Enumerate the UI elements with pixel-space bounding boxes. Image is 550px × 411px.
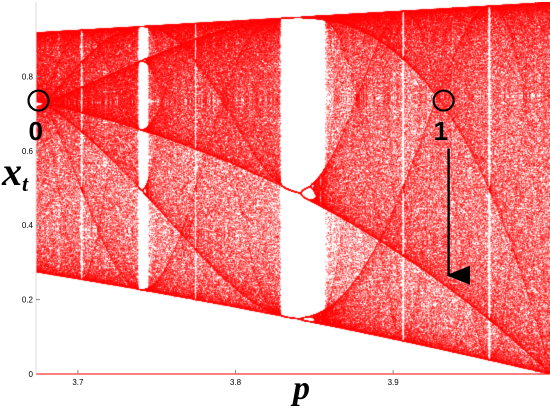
annotations	[27, 89, 471, 285]
bifurcation-points	[36, 2, 550, 374]
annotation-circle-1	[432, 89, 455, 112]
y-tick-label: 0.8	[22, 72, 34, 81]
y-axis-label: xt	[2, 149, 29, 196]
x-tick-label: 3.7	[72, 378, 84, 387]
y-tick-label: 0.6	[22, 147, 34, 156]
x-axis-label: p	[293, 370, 310, 407]
y-tick-label: 0.4	[22, 221, 34, 230]
annotation-label-0: 0	[28, 115, 43, 146]
axes: 3.7 3.8 3.9 0.2 0.4 0.6 0.8 0	[22, 2, 550, 387]
x-tick-label: 3.8	[230, 378, 242, 387]
annotation-label-1: 1	[433, 115, 449, 146]
x-tick-label: 3.9	[388, 378, 400, 387]
y-tick-label: 0.2	[22, 296, 34, 305]
point-cloud	[36, 2, 550, 374]
annotation-circle-0	[27, 89, 50, 112]
y-tick-label-zero: 0	[29, 370, 34, 379]
